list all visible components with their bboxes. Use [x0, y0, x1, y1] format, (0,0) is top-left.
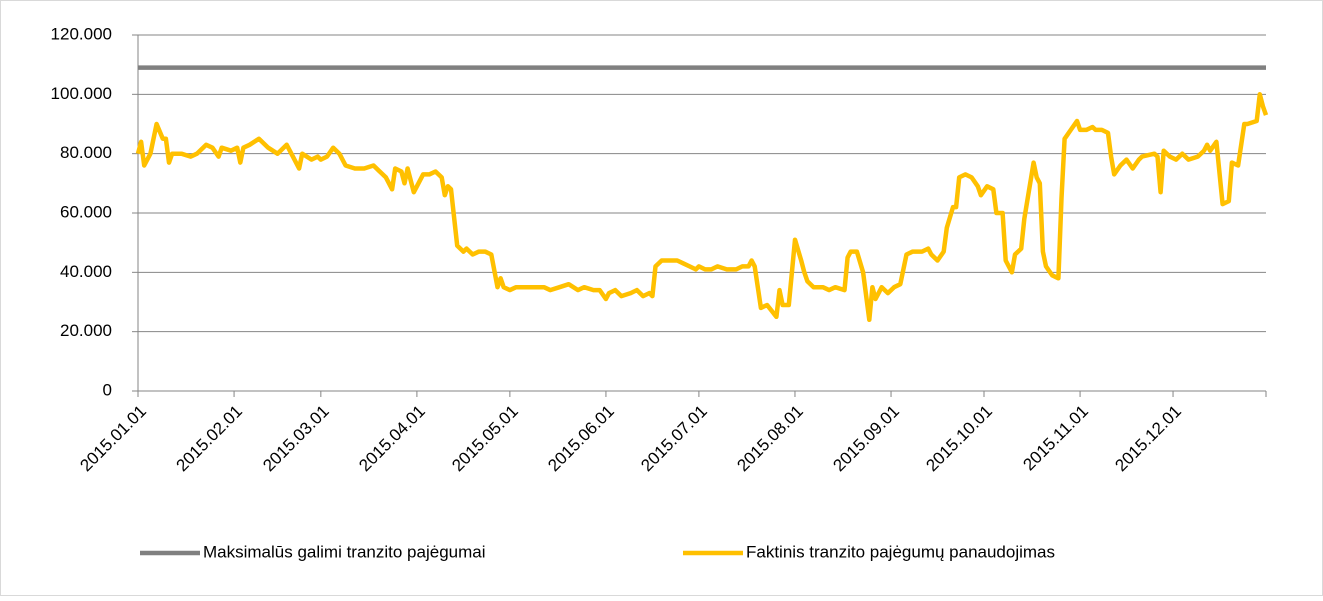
y-tick-label: 0 — [103, 380, 112, 399]
legend-label: Faktinis tranzito pajėgumų panaudojimas — [746, 542, 1055, 561]
y-tick-label: 20.000 — [60, 321, 112, 340]
y-tick-label: 80.000 — [60, 143, 112, 162]
legend-label: Maksimalūs galimi tranzito pajėgumai — [203, 542, 486, 561]
y-tick-label: 100.000 — [51, 84, 112, 103]
y-tick-label: 120.000 — [51, 24, 112, 43]
data-line — [135, 92, 1269, 323]
y-tick-label: 60.000 — [60, 202, 112, 221]
y-tick-label: 40.000 — [60, 262, 112, 281]
